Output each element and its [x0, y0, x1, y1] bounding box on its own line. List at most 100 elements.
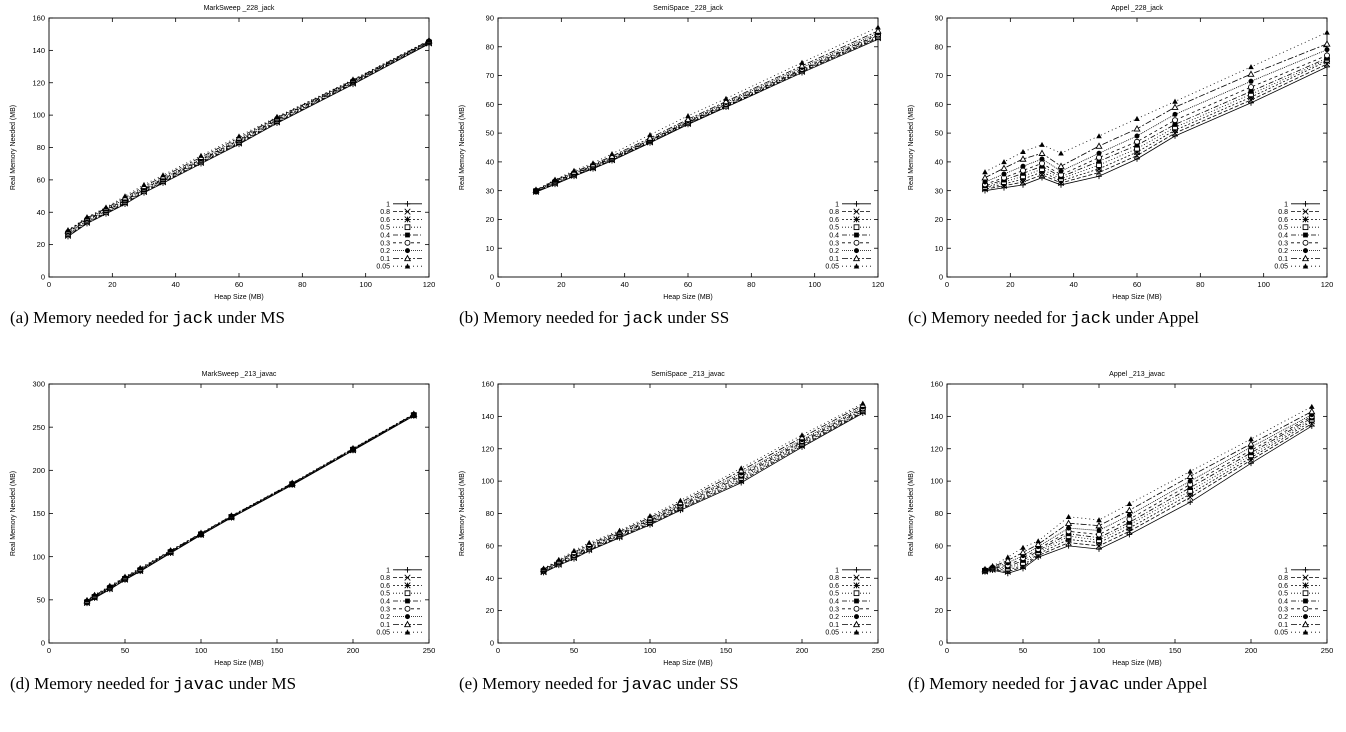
y-tick-label: 40 [486, 574, 494, 583]
x-tick-label: 20 [108, 280, 116, 289]
series-line [86, 415, 414, 603]
legend-label: 1 [386, 567, 390, 574]
legend-label: 0.3 [1278, 240, 1288, 247]
legend-marker [1303, 614, 1308, 620]
legend-marker [853, 605, 860, 612]
legend-item: 0.2 [1278, 248, 1320, 255]
y-tick-label: 160 [930, 380, 943, 389]
x-tick-label: 150 [271, 646, 284, 655]
legend-item: 0.6 [1278, 216, 1320, 224]
legend-marker [1302, 224, 1309, 231]
legend-label: 0.8 [829, 209, 839, 216]
data-point [1172, 98, 1178, 104]
legend-label: 0.1 [380, 622, 390, 629]
x-tick-label: 40 [171, 280, 179, 289]
data-point [1095, 521, 1103, 529]
data-point [684, 115, 692, 122]
data-point [799, 432, 805, 438]
data-point [685, 113, 691, 119]
series-0.2 [982, 47, 1330, 185]
y-tick-label: 40 [935, 574, 943, 583]
data-point [1019, 176, 1027, 183]
legend-item: 0.05 [825, 629, 871, 637]
legend-label: 0.5 [1278, 225, 1288, 232]
y-tick-label: 80 [486, 42, 494, 51]
y-tick-label: 20 [935, 606, 943, 615]
data-point [65, 227, 71, 233]
legend-marker [854, 232, 859, 238]
data-point [84, 214, 90, 220]
y-tick-label: 100 [481, 477, 494, 486]
legend-label: 1 [1284, 201, 1288, 208]
series-0.4 [982, 415, 1315, 573]
y-tick-label: 60 [935, 541, 943, 550]
series-line [984, 417, 1312, 571]
legend-marker [404, 263, 411, 269]
data-point [982, 179, 988, 185]
x-tick-label: 0 [945, 646, 949, 655]
y-tick-label: 30 [935, 186, 943, 195]
legend-item: 0.1 [1278, 254, 1320, 263]
data-point [1019, 548, 1027, 556]
series-line [86, 413, 414, 601]
data-point [874, 27, 882, 34]
data-point [647, 513, 653, 519]
data-point [1020, 163, 1026, 169]
legend-marker [1302, 239, 1309, 246]
series-line [984, 43, 1328, 179]
y-tick-label: 80 [37, 143, 45, 152]
y-tick-label: 250 [32, 423, 45, 432]
data-point [1057, 162, 1065, 169]
caption-text: under SS [672, 674, 739, 693]
legend-label: 0.6 [829, 583, 839, 590]
legend-item: 0.3 [829, 239, 871, 247]
y-tick-label: 60 [37, 175, 45, 184]
data-point [1324, 47, 1330, 53]
chart-svg: Appel _213_javac 0 50 100 150 200 250 0 20 40 60 80… [908, 371, 1333, 667]
data-point [1000, 164, 1008, 171]
legend-item: 1 [386, 567, 422, 574]
caption-code: jack [622, 310, 664, 329]
y-tick-label: 20 [486, 215, 494, 224]
data-point [1020, 182, 1026, 188]
legend-label: 0.4 [1278, 233, 1288, 240]
data-point [1127, 520, 1132, 525]
data-point [1001, 159, 1007, 165]
y-axis-label: Real Memory Needed (MB) [908, 471, 915, 556]
panel-e: SemiSpace _213_javac 0 50 100 150 200 250 0 20 40… [449, 366, 898, 732]
data-point [1248, 436, 1254, 442]
series-0.6 [981, 418, 1315, 575]
legend-marker [853, 208, 860, 215]
legend-item: 0.3 [380, 239, 422, 247]
y-tick-label: 0 [490, 639, 494, 648]
y-tick-label: 0 [939, 639, 943, 648]
data-point [722, 97, 730, 105]
data-point [289, 480, 295, 486]
series-line [543, 408, 863, 571]
legend: 10.80.60.50.40.30.20.10.05 [825, 201, 871, 271]
chart-svg: Appel _228_jack 0 20 40 60 80 100 120 0 10 20 30 40 5… [908, 5, 1333, 301]
caption-text: (f) Memory needed for [908, 674, 1069, 693]
series-line [535, 34, 879, 192]
caption-text: (b) Memory needed for [459, 308, 623, 327]
series-line [535, 26, 879, 191]
data-point [586, 539, 592, 545]
data-point [540, 565, 547, 571]
series-line [984, 49, 1328, 183]
y-tick-label: 70 [486, 71, 494, 80]
legend-label: 0.8 [829, 575, 839, 582]
y-tick-label: 160 [481, 380, 494, 389]
y-tick-label: 140 [930, 412, 943, 421]
legend-item: 0.2 [829, 248, 871, 255]
legend-item: 0.05 [376, 263, 422, 271]
legend-label: 0.05 [1274, 264, 1288, 271]
data-point [1134, 142, 1140, 148]
x-axis-label: Heap Size (MB) [1112, 660, 1161, 667]
x-tick-label: 20 [557, 280, 565, 289]
plot-frame [497, 383, 879, 644]
series-line [984, 59, 1328, 188]
chart-title: Appel _213_javac [1109, 371, 1165, 378]
caption: (b) Memory needed for jack under SS [459, 307, 864, 331]
legend-item: 0.6 [829, 216, 871, 224]
data-point [1096, 535, 1102, 541]
